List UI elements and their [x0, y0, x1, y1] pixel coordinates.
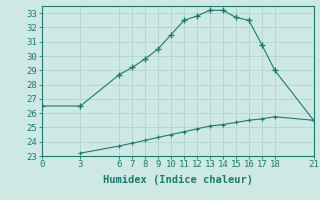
X-axis label: Humidex (Indice chaleur): Humidex (Indice chaleur) [103, 175, 252, 185]
